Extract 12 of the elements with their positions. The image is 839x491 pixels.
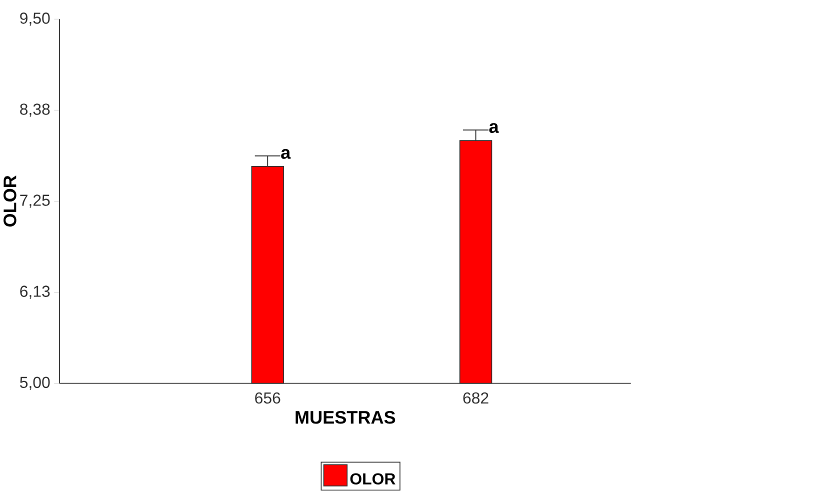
legend-label: OLOR bbox=[350, 473, 396, 485]
x-tick-label: 682 bbox=[463, 392, 488, 404]
y-tick-label: 6,13 bbox=[20, 286, 50, 300]
annotation: a bbox=[489, 123, 499, 134]
annotation: a bbox=[281, 149, 291, 160]
y-axis-title: OLOR bbox=[4, 176, 16, 227]
y-tick-label: 7,25 bbox=[20, 194, 50, 208]
y-tick-label: 5,00 bbox=[20, 376, 50, 390]
x-axis-title: MUESTRAS bbox=[296, 411, 396, 424]
y-tick-label: 9,50 bbox=[20, 12, 50, 26]
y-tick-label: 8,38 bbox=[20, 104, 50, 117]
x-tick-label: 656 bbox=[255, 392, 280, 404]
